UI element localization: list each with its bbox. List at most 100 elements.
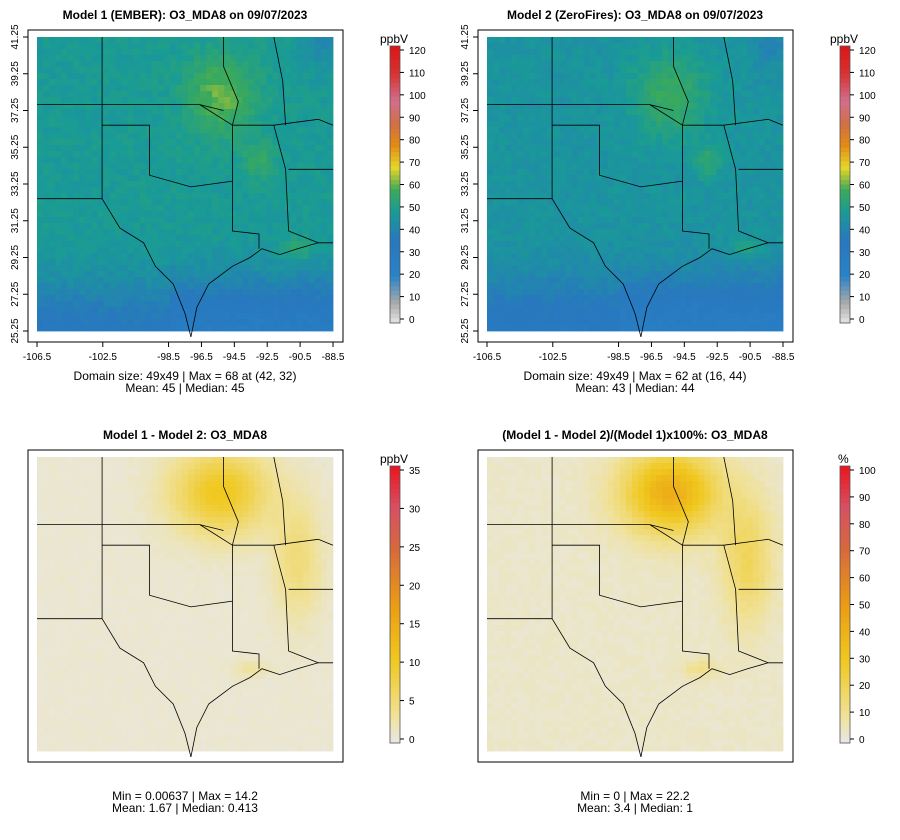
- map-plot: -106.5 -102.5 -98.5 -96.5 -94.5 -92.5 -90.5 -88…: [10, 24, 426, 363]
- x-tick-label: -92.5: [256, 352, 279, 363]
- boundary-line: [318, 118, 334, 126]
- plot-frame: [27, 29, 344, 343]
- panel-model1: Model 1 (EMBER): O3_MDA8 on 09/07/2023 -…: [0, 0, 450, 420]
- y-axis: 25.25 27.25 29.25 31.25 33.25 35.25 37.25 39.25…: [460, 24, 478, 344]
- colorbar-unit: ppbV: [380, 452, 409, 466]
- boundary-line: [231, 181, 260, 249]
- colorbar-tick-label: 50: [859, 203, 871, 214]
- boundary-line: [102, 124, 233, 188]
- x-tick-label: -90.5: [739, 352, 762, 363]
- colorbar-tick-label: 90: [409, 113, 421, 124]
- boundary-line: [673, 37, 689, 126]
- map-plot: 0 10 20 30 40 50 60 70 80 90 100: [477, 449, 876, 763]
- boundary-line: [552, 544, 683, 608]
- colorbar-tick-label: 100: [859, 91, 876, 102]
- x-tick-label: -96.5: [640, 352, 663, 363]
- colorbar-unit: ppbV: [830, 32, 859, 46]
- plot-frame: [477, 29, 794, 343]
- colorbar-tick-label: 10: [409, 293, 421, 304]
- colorbar-tick-label: 40: [859, 627, 871, 638]
- x-tick-label: -92.5: [706, 352, 729, 363]
- x-tick-label: -102.5: [539, 352, 568, 363]
- y-tick-label: 29.25: [460, 245, 471, 270]
- colorbar-tick-label: 20: [409, 270, 421, 281]
- x-tick-label: -102.5: [89, 352, 118, 363]
- stats-line-1: Min = 0 | Max = 22.2: [580, 789, 690, 803]
- y-axis: 25.25 27.25 29.25 31.25 33.25 35.25 37.25 39.25…: [10, 24, 28, 344]
- boundary-line: [273, 125, 319, 244]
- x-tick-label: -94.5: [223, 352, 246, 363]
- colorbar-unit: ppbV: [380, 32, 409, 46]
- plot-frame: [477, 449, 794, 763]
- colorbar-tick-label: 110: [859, 68, 875, 79]
- x-tick-label: -96.5: [190, 352, 213, 363]
- y-tick-label: 37.25: [10, 98, 21, 123]
- colorbar-tick-label: 20: [409, 581, 421, 592]
- colorbar-tick-label: 50: [859, 601, 871, 612]
- boundary-line: [649, 524, 683, 546]
- boundary-line: [768, 538, 784, 546]
- colorbar-tick-label: 80: [859, 520, 871, 531]
- y-tick-label: 31.25: [460, 208, 471, 233]
- boundary-line: [190, 662, 333, 757]
- x-tick-label: -106.5: [473, 352, 502, 363]
- colorbar-tick-label: 70: [859, 547, 871, 558]
- y-tick-label: 29.25: [10, 245, 21, 270]
- panel-difference: Model 1 - Model 2: O3_MDA8 0 5 10 15 20 25 30 3…: [0, 420, 450, 840]
- colorbar-tick-label: 20: [859, 681, 871, 692]
- boundary-line: [102, 524, 224, 531]
- colorbar-tick-label: 60: [859, 181, 871, 192]
- y-tick-label: 39.25: [460, 61, 471, 86]
- colorbar-tick-label: 100: [409, 91, 426, 102]
- colorbar-tick-label: 5: [409, 697, 415, 708]
- boundary-line: [649, 104, 683, 126]
- colorbar-tick-label: 0: [859, 315, 865, 326]
- colorbar: 0 10 20 30 40 50 60 70 80 90 100: [839, 465, 876, 746]
- x-tick-label: -88.5: [772, 352, 795, 363]
- y-tick-label: 37.25: [460, 98, 471, 123]
- colorbar-tick-label: 90: [859, 113, 871, 124]
- stats-line-2: Mean: 45 | Median: 45: [125, 381, 245, 395]
- stats-line-2: Mean: 1.67 | Median: 0.413: [112, 801, 258, 815]
- colorbar-tick-label: 40: [859, 225, 871, 236]
- colorbar-tick-label: 10: [409, 658, 421, 669]
- boundary-line: [231, 601, 260, 669]
- colorbar-tick-label: 120: [859, 46, 876, 57]
- boundary-line: [37, 37, 103, 105]
- y-tick-label: 25.25: [460, 318, 471, 343]
- colorbar-tick-label: 15: [409, 620, 421, 631]
- stats-line-2: Mean: 43 | Median: 44: [575, 381, 695, 395]
- boundary-line: [37, 457, 103, 525]
- stats-line-1: Domain size: 49x49 | Max = 62 at (16, 44…: [523, 369, 747, 383]
- y-tick-label: 31.25: [10, 208, 21, 233]
- x-axis: -106.5 -102.5 -98.5 -96.5 -94.5 -92.5 -90.5 -88…: [23, 342, 345, 363]
- boundary-line: [199, 524, 233, 546]
- panel-percent-difference: (Model 1 - Model 2)/(Model 1)x100%: O3_M…: [450, 420, 900, 840]
- boundary-line: [199, 104, 233, 126]
- heatmap-cells: [37, 37, 334, 332]
- y-tick-label: 33.25: [460, 171, 471, 196]
- map-plot: 0 5 10 15 20 25 30 35: [27, 449, 421, 763]
- boundary-line: [487, 104, 553, 200]
- y-tick-label: 27.25: [10, 281, 21, 306]
- boundary-line: [551, 618, 642, 757]
- boundary-line: [102, 544, 233, 608]
- panel-model2: Model 2 (ZeroFires): O3_MDA8 on 09/07/20…: [450, 0, 900, 420]
- boundary-line: [552, 524, 674, 531]
- stats-line-2: Mean: 3.4 | Median: 1: [577, 801, 693, 815]
- x-tick-label: -90.5: [289, 352, 312, 363]
- state-boundaries: [487, 36, 784, 337]
- x-tick-label: -94.5: [673, 352, 696, 363]
- y-tick-label: 35.25: [460, 134, 471, 159]
- colorbar-tick-label: 10: [859, 293, 871, 304]
- boundary-line: [190, 242, 333, 337]
- colorbar-tick-label: 70: [859, 158, 871, 169]
- map-plot: -106.5 -102.5 -98.5 -96.5 -94.5 -92.5 -90.5 -88…: [460, 24, 876, 363]
- x-axis: -106.5 -102.5 -98.5 -96.5 -94.5 -92.5 -90.5 -88…: [473, 342, 795, 363]
- panel-title: (Model 1 - Model 2)/(Model 1)x100%: O3_M…: [502, 428, 768, 442]
- colorbar-tick-label: 0: [859, 735, 865, 746]
- boundary-line: [640, 242, 783, 337]
- heatmap-cells: [487, 457, 784, 752]
- colorbar-tick-label: 120: [409, 46, 426, 57]
- colorbar: 0 10 20 30 40 50 60 70 80 90 100 110 120: [839, 45, 876, 326]
